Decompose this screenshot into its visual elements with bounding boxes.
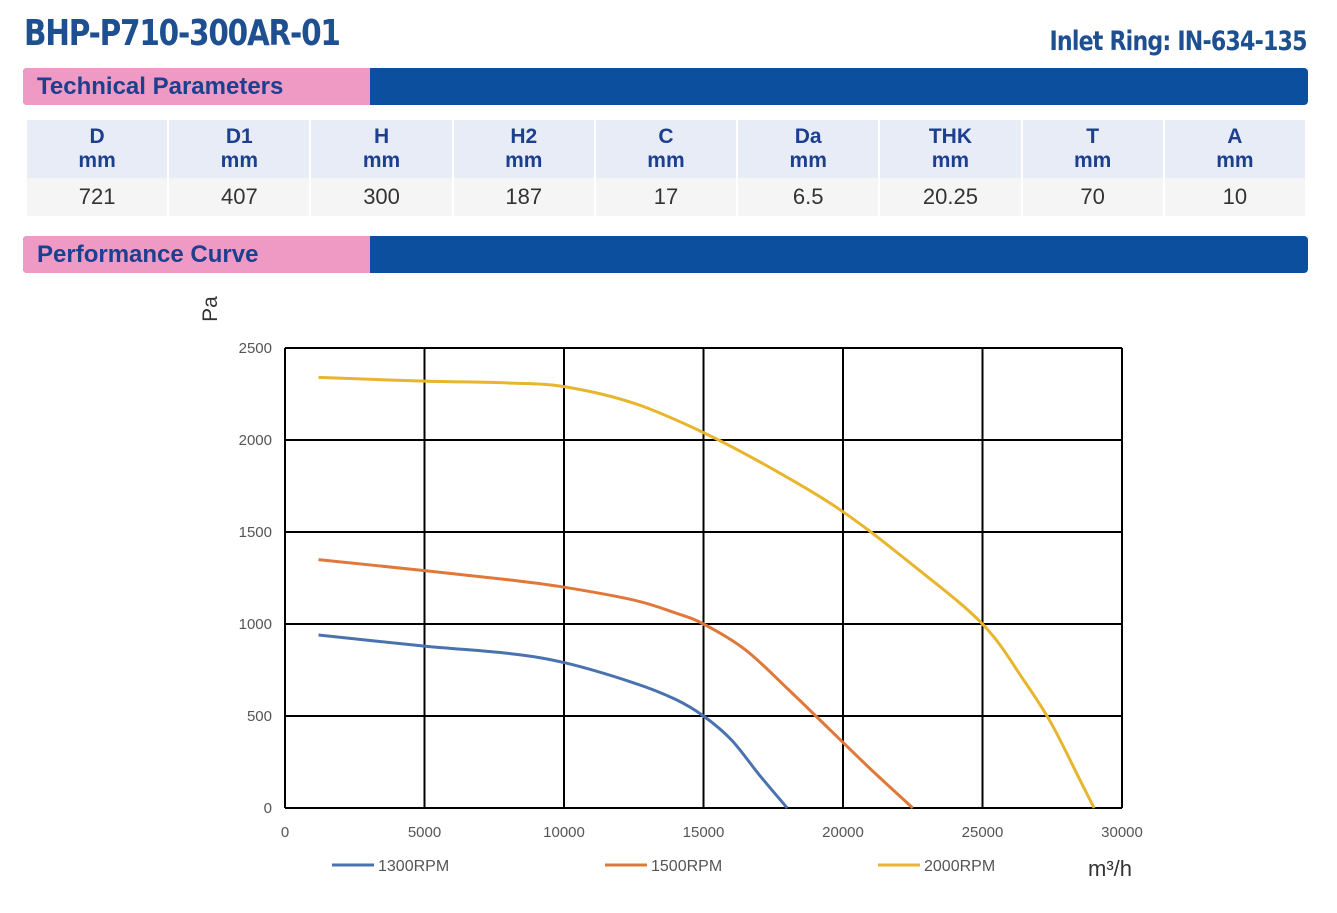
x-tick-label: 10000 bbox=[543, 824, 585, 841]
x-tick-label: 25000 bbox=[962, 824, 1004, 841]
inlet-ring-label: Inlet Ring: IN-634-135 bbox=[1049, 26, 1308, 57]
column-unit: mm bbox=[505, 149, 543, 172]
technical-parameters-header: Technical Parameters bbox=[23, 68, 1308, 105]
column-unit: mm bbox=[647, 149, 685, 172]
x-tick-label: 15000 bbox=[683, 824, 725, 841]
y-axis-label: Pa bbox=[199, 296, 222, 322]
parameter-value: 187 bbox=[453, 178, 594, 216]
parameter-value: 300 bbox=[311, 178, 452, 216]
x-tick-label: 30000 bbox=[1101, 824, 1143, 841]
column-unit: mm bbox=[789, 149, 827, 172]
parameter-value: 10 bbox=[1164, 178, 1305, 216]
column-name: D1 bbox=[225, 125, 253, 148]
parameter-value: 407 bbox=[169, 178, 310, 216]
y-tick-label: 1500 bbox=[239, 524, 272, 541]
x-tick-label: 0 bbox=[281, 824, 289, 841]
column-unit: mm bbox=[362, 149, 401, 172]
y-tick-label: 500 bbox=[247, 708, 272, 725]
section-title: Performance Curve bbox=[37, 241, 259, 268]
parameter-value: 17 bbox=[595, 178, 737, 216]
column-name: THK bbox=[928, 125, 972, 148]
column-name: T bbox=[1086, 125, 1100, 148]
column-name: H2 bbox=[510, 125, 538, 148]
parameter-value: 20.25 bbox=[880, 178, 1021, 216]
legend-label: 2000RPM bbox=[924, 858, 995, 875]
parameter-value: 721 bbox=[27, 178, 168, 216]
column-unit: mm bbox=[931, 149, 970, 172]
x-tick-label: 5000 bbox=[408, 824, 441, 841]
model-title: BHP-P710-300AR-01 bbox=[24, 13, 341, 54]
y-tick-label: 2000 bbox=[239, 432, 272, 449]
column-header: Da mm bbox=[738, 120, 879, 178]
column-name: H bbox=[373, 125, 390, 148]
section-label-box: Technical Parameters bbox=[23, 68, 370, 105]
parameter-value: 70 bbox=[1022, 178, 1163, 216]
column-unit: mm bbox=[78, 149, 116, 172]
column-unit: mm bbox=[220, 149, 258, 172]
column-name: D bbox=[89, 125, 105, 148]
column-name: A bbox=[1227, 125, 1243, 148]
column-name: Da bbox=[794, 125, 822, 148]
legend-label: 1500RPM bbox=[651, 858, 722, 875]
x-axis-label: m³/h bbox=[1088, 856, 1132, 881]
series-line-1300rpm bbox=[318, 633, 789, 809]
section-title: Technical Parameters bbox=[37, 73, 284, 100]
performance-chart: 0 5000 10000 15000 20000 25000 30000 0 500 1000 15… bbox=[199, 296, 1143, 881]
series-line-2000rpm bbox=[318, 375, 1096, 809]
section-label-box: Performance Curve bbox=[23, 236, 370, 273]
parameter-value: 6.5 bbox=[738, 178, 879, 216]
column-unit: mm bbox=[1073, 149, 1112, 172]
column-unit: mm bbox=[1216, 149, 1254, 172]
column-header: THK mm bbox=[880, 120, 1021, 178]
y-tick-label: 0 bbox=[264, 800, 272, 817]
column-name: C bbox=[658, 125, 674, 148]
x-tick-label: 20000 bbox=[822, 824, 864, 841]
column-header: D1 mm bbox=[169, 120, 310, 178]
table-row: 721 407 300 187 17 6.5 20.25 70 10 bbox=[27, 178, 1305, 216]
legend-label: 1300RPM bbox=[378, 858, 449, 875]
y-tick-label: 1000 bbox=[239, 616, 272, 633]
column-header: H2 mm bbox=[453, 120, 594, 178]
series-line-1500rpm bbox=[318, 558, 914, 810]
y-tick-label: 2500 bbox=[239, 340, 272, 357]
performance-curve-header: Performance Curve bbox=[23, 236, 1308, 273]
